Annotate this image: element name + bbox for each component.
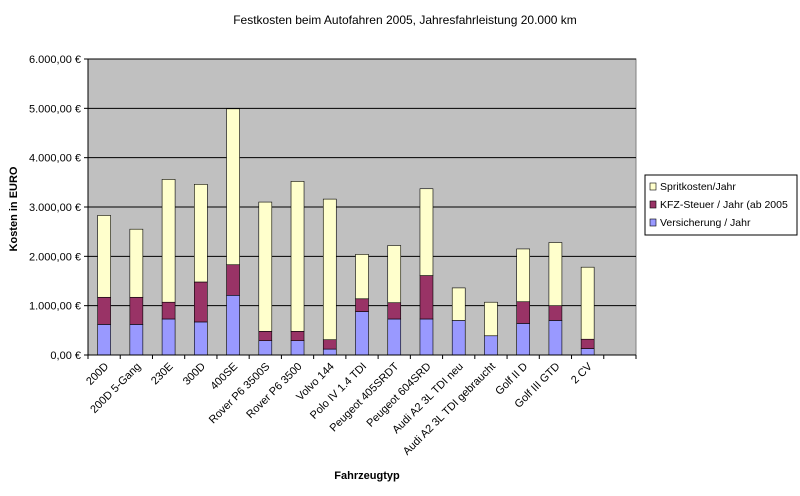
x-tick-label: 230E: [149, 361, 176, 388]
bar-segment: [516, 323, 530, 356]
bar-segment: [97, 296, 111, 325]
bar-segment: [129, 324, 144, 356]
bar-segment: [580, 266, 595, 340]
x-tick-label: 2 CV: [569, 360, 595, 386]
legend-label: Versicherung / Jahr: [660, 217, 751, 229]
bar-segment: [387, 245, 402, 304]
x-axis-title: Fahrzeugtyp: [334, 470, 400, 482]
bar-segment: [322, 348, 337, 356]
y-axis-title: Kosten in EURO: [8, 166, 20, 251]
bar-segment: [161, 179, 176, 303]
bar-segment: [548, 305, 563, 321]
legend-box: [644, 174, 798, 236]
x-tick-label: 300D: [181, 361, 208, 388]
bar-segment: [226, 108, 240, 266]
bar-segment: [419, 275, 434, 320]
bar-segment: [419, 318, 434, 356]
bar-segment: [419, 188, 434, 276]
bar-segment: [290, 181, 305, 332]
bar-segment: [97, 324, 111, 356]
bar-segment: [258, 340, 273, 356]
bar-segment: [194, 184, 208, 283]
bar-segment: [194, 321, 208, 356]
bar-segment: [194, 281, 208, 323]
bar-segment: [387, 318, 402, 356]
legend-swatch: [649, 182, 657, 191]
bar-segment: [387, 302, 402, 320]
bar-segment: [484, 301, 498, 337]
bar-segment: [226, 295, 240, 356]
bar-segment: [129, 296, 144, 325]
bar-segment: [258, 331, 273, 341]
bar-segment: [355, 311, 369, 356]
legend-swatch: [649, 218, 657, 227]
bar-segment: [161, 301, 176, 320]
y-tick-label: 6.000,00 €: [29, 54, 81, 66]
bar-segment: [322, 339, 337, 350]
bar-segment: [355, 298, 369, 312]
x-tick-label: 200D: [84, 361, 111, 388]
bar-segment: [129, 228, 144, 298]
legend-label: Spritkosten/Jahr: [660, 181, 736, 193]
x-tick-label: Rover P6 3500: [244, 361, 304, 421]
bar-segment: [580, 348, 595, 356]
bar-segment: [226, 264, 240, 296]
bar-segment: [548, 320, 563, 356]
y-tick-label: 1.000,00 €: [29, 301, 81, 313]
bar-segment: [484, 335, 498, 356]
y-tick-label: 2.000,00 €: [29, 251, 81, 263]
bar-segment: [322, 198, 337, 341]
bar-segment: [97, 215, 111, 298]
bar-segment: [161, 318, 176, 356]
y-tick-label: 3.000,00 €: [29, 202, 81, 214]
bar-segment: [548, 242, 563, 306]
bar-segment: [290, 340, 305, 356]
y-tick-label: 5.000,00 €: [29, 103, 81, 115]
bar-segment: [580, 338, 595, 349]
bar-segment: [355, 254, 369, 300]
y-tick-label: 0,00 €: [50, 350, 81, 362]
x-tick-label: 400SE: [208, 361, 240, 393]
bar-segment: [516, 248, 530, 303]
bar-segment: [451, 287, 466, 321]
x-tick-label: Polo IV 1.4 TDI: [308, 361, 369, 422]
legend-swatch: [649, 200, 657, 209]
chart-title: Festkosten beim Autofahren 2005, Jahresf…: [233, 13, 577, 27]
bar-segment: [516, 301, 530, 324]
bar-segment: [451, 320, 466, 356]
bar-segment: [290, 331, 305, 341]
y-tick-label: 4.000,00 €: [29, 153, 81, 165]
legend: Spritkosten/Jahr KFZ-Steuer / Jahr (ab 20…: [644, 174, 798, 236]
bar-segment: [258, 201, 273, 332]
legend-label: KFZ-Steuer / Jahr (ab 2005: [660, 199, 788, 211]
